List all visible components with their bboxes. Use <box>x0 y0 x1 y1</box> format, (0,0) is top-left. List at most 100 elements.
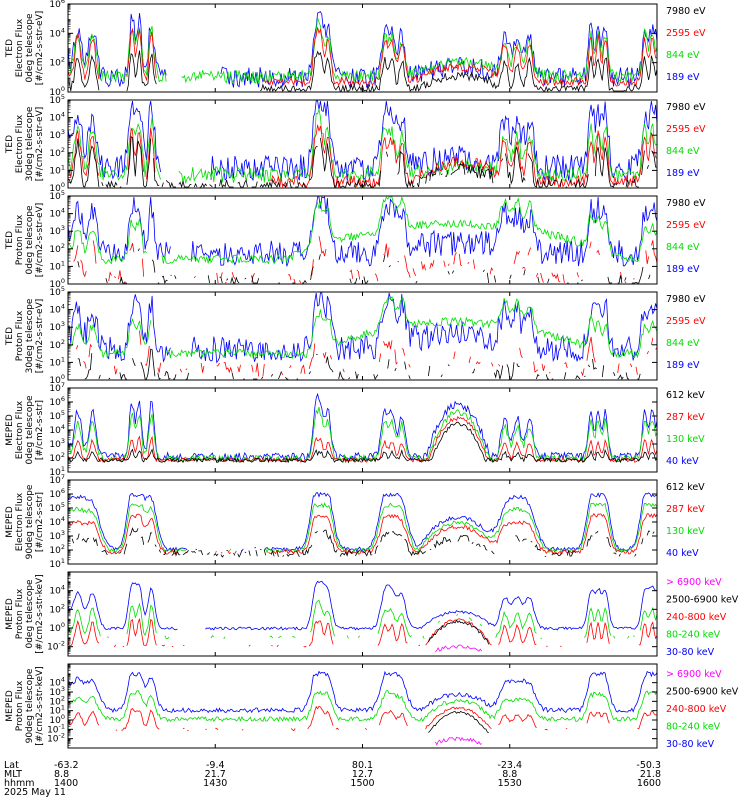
series-magenta <box>435 644 483 653</box>
y-axis-label-line: 30deg telescope <box>25 298 35 373</box>
series-blue <box>67 670 658 714</box>
panel-traces <box>67 100 658 189</box>
series-green <box>67 599 658 640</box>
legend-entry: 612 keV <box>666 390 705 401</box>
y-axis-label-line: Electron Flux <box>15 114 25 173</box>
y-tick-label: 103 <box>49 320 65 333</box>
y-axis-label-line: Proton Flux <box>15 680 25 731</box>
y-tick-label: 106 <box>49 395 65 408</box>
series-black <box>428 619 490 645</box>
legend-entry: 612 keV <box>666 482 705 493</box>
y-axis-label-line: Electron Flux <box>15 18 25 77</box>
y-axis-label-line: 30deg telescope <box>25 106 35 181</box>
y-tick-label: 106 <box>49 487 65 500</box>
panel-frame <box>67 663 658 749</box>
legend-entry: 7980 eV <box>666 198 706 209</box>
legend-entry: 844 eV <box>666 242 700 253</box>
series-red <box>67 124 658 189</box>
series-red <box>67 27 658 88</box>
series-blue <box>67 196 658 267</box>
panel-traces <box>67 11 658 93</box>
y-tick-label: 10-2 <box>47 640 65 653</box>
y-axis-label-line: [#/cm2-s-str-eV] <box>35 299 45 374</box>
x-axis-row-label: 2025 May 11 <box>4 787 66 798</box>
x-tick-label-hhmm: 1600 <box>637 778 661 789</box>
legend-entry: > 6900 keV <box>666 669 722 680</box>
y-tick-label: 103 <box>49 437 65 450</box>
y-tick-label: 102 <box>49 242 65 255</box>
series-green <box>67 502 658 554</box>
series-black <box>67 421 658 464</box>
x-tick-label-hhmm: 1500 <box>350 778 374 789</box>
legend-entry: 189 eV <box>666 360 700 371</box>
legend-entry: 2500-6900 keV <box>666 595 739 606</box>
y-tick-label: 101 <box>49 355 65 368</box>
y-axis-label-line: Proton Flux <box>15 588 25 639</box>
y-axis-label-line: [#/cm2-s-str-eV] <box>35 11 45 86</box>
y-tick-label: 102 <box>49 146 65 159</box>
x-tick-label-mlt: 8.8 <box>54 769 69 780</box>
legend-entry: 40 keV <box>666 548 699 559</box>
legend-entry: 287 keV <box>666 412 705 423</box>
y-tick-label: 104 <box>49 111 65 124</box>
series-black <box>428 710 489 734</box>
panel-traces <box>67 292 658 379</box>
x-axis-row-label: Lat <box>4 760 19 771</box>
y-tick-label: 101 <box>49 557 65 570</box>
panel-traces <box>67 670 658 746</box>
x-tick-label-mlt: 21.7 <box>205 769 226 780</box>
legend-entry: 844 eV <box>666 50 700 61</box>
x-tick-label-lat: -9.4 <box>206 760 225 771</box>
y-tick-label: 104 <box>49 207 65 220</box>
y-tick-label: 106 <box>49 0 65 10</box>
y-tick-label: 100 <box>49 621 65 634</box>
x-tick-label-lat: -23.4 <box>497 760 522 771</box>
y-tick-label: 105 <box>49 501 65 514</box>
series-green <box>67 109 658 185</box>
y-axis-label-line: Electron Flux <box>15 400 25 459</box>
y-tick-label: 104 <box>49 26 65 39</box>
y-axis-label-line: TED <box>5 135 15 154</box>
y-tick-label: 104 <box>49 515 65 528</box>
legend-entry: 2595 eV <box>666 28 706 39</box>
y-axis-label-line: 0deg telescope <box>25 205 35 275</box>
panel-frame <box>67 99 658 189</box>
x-tick-label-mlt: 21.8 <box>640 769 661 780</box>
y-tick-label: 102 <box>49 338 65 351</box>
x-tick-label-lat: -63.2 <box>54 760 79 771</box>
y-tick-label: 101 <box>49 259 65 272</box>
y-axis-label-line: [#/cm2-s-str-eV] <box>35 203 45 278</box>
y-axis-label-line: TED <box>5 39 15 58</box>
legend-entry: 40 keV <box>666 456 699 467</box>
y-axis-label-line: 90deg telescope <box>25 668 35 743</box>
x-tick-label-lat: 80.1 <box>352 760 373 771</box>
series-black <box>67 50 658 93</box>
y-axis-label-line: Proton Flux <box>15 310 25 361</box>
panel-traces <box>67 491 658 557</box>
series-blue <box>67 292 658 364</box>
y-axis-label-line: 0deg telescope <box>25 579 35 649</box>
y-tick-label: 105 <box>49 409 65 422</box>
legend-entry: 189 eV <box>666 264 700 275</box>
y-tick-label: 102 <box>49 451 65 464</box>
x-axis-row-label: MLT <box>4 769 22 780</box>
y-tick-label: 103 <box>49 529 65 542</box>
series-blue <box>67 491 658 553</box>
x-tick-label-hhmm: 1430 <box>203 778 227 789</box>
panel-traces <box>67 392 658 464</box>
y-axis-label-line: [#/cm2-s-str] <box>35 492 45 552</box>
legend-entry: 189 eV <box>666 72 700 83</box>
legend-entry: 130 keV <box>666 526 705 537</box>
legend-entry: 240-800 keV <box>666 704 727 715</box>
legend-entry: 287 keV <box>666 504 705 515</box>
series-blue <box>67 11 658 89</box>
legend-entry: 7980 eV <box>666 102 706 113</box>
x-tick-label-hhmm: 1530 <box>498 778 522 789</box>
panel-traces <box>67 580 658 653</box>
series-red <box>76 330 658 377</box>
